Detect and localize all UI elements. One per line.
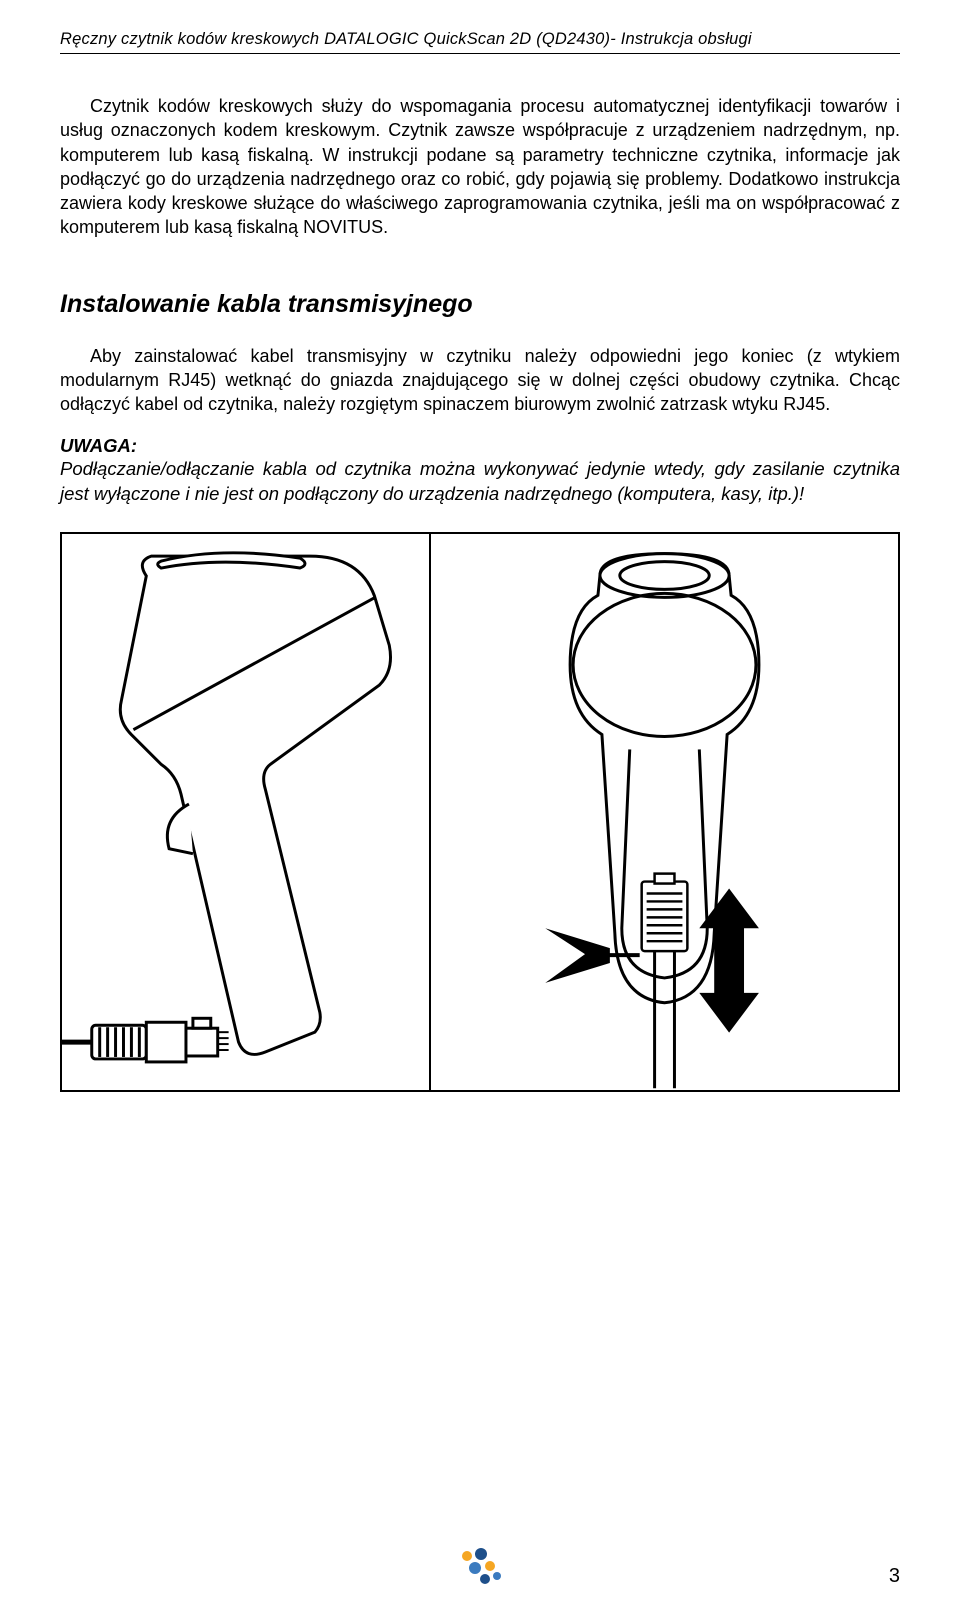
note-body: Podłączanie/odłączanie kabla od czytnika… bbox=[60, 457, 900, 507]
installation-figure bbox=[60, 532, 900, 1092]
page-header: Ręczny czytnik kodów kreskowych DATALOGI… bbox=[60, 30, 900, 54]
install-paragraph: Aby zainstalować kabel transmisyjny w cz… bbox=[60, 344, 900, 417]
page-number: 3 bbox=[889, 1565, 900, 1588]
section-heading: Instalowanie kabla transmisyjnego bbox=[60, 290, 900, 319]
scanner-side-icon bbox=[62, 534, 429, 1090]
scanner-bottom-panel bbox=[431, 534, 898, 1090]
footer-logo-icon bbox=[455, 1546, 505, 1588]
scanner-bottom-icon bbox=[431, 534, 898, 1090]
scanner-side-panel bbox=[62, 534, 431, 1090]
intro-paragraph: Czytnik kodów kreskowych służy do wspoma… bbox=[60, 94, 900, 240]
note-label: UWAGA: bbox=[60, 435, 900, 457]
page-footer: 3 bbox=[60, 1546, 900, 1588]
